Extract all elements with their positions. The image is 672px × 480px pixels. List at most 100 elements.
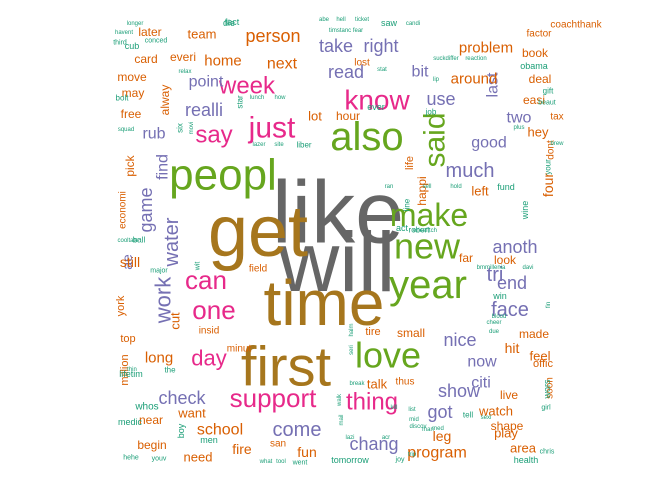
cloud-word: thin — [127, 367, 137, 373]
cloud-word: fin — [546, 302, 552, 308]
cloud-word: robert — [409, 226, 431, 235]
cloud-word: pick — [123, 154, 137, 176]
cloud-word: tax — [550, 112, 563, 123]
cloud-word: bolt — [116, 94, 130, 103]
cloud-word: your — [544, 159, 553, 175]
cloud-word: home — [204, 53, 242, 70]
cloud-word: med — [432, 426, 444, 432]
cloud-word: dont — [546, 140, 557, 160]
cloud-word: may — [122, 86, 145, 100]
cloud-word: gift — [543, 87, 554, 96]
cloud-word: leg — [433, 428, 452, 444]
cloud-word: abe — [319, 17, 330, 23]
cloud-word: begin — [137, 438, 166, 452]
cloud-word: got — [427, 402, 452, 422]
cloud-word: minut — [227, 344, 252, 355]
cloud-word: job — [425, 108, 437, 117]
cloud-word: can — [185, 265, 227, 295]
cloud-word: ball — [133, 236, 146, 245]
cloud-word: get — [208, 192, 308, 272]
cloud-word: hour — [336, 109, 360, 123]
cloud-word: last — [485, 72, 502, 97]
cloud-word: discov — [409, 424, 426, 430]
cloud-word: sexi — [481, 415, 492, 421]
cloud-word: feel — [530, 349, 551, 364]
cloud-word: talk — [367, 377, 388, 392]
cloud-word: live — [500, 388, 518, 402]
cloud-word: fun — [297, 444, 316, 460]
cloud-word: peopl — [169, 151, 277, 200]
cloud-word: candi — [406, 21, 420, 27]
cloud-word: point — [189, 74, 224, 91]
cloud-word: relax — [178, 69, 191, 75]
cloud-word: still — [120, 254, 140, 270]
cloud-word: movi — [189, 122, 195, 135]
cloud-word: ever — [367, 102, 385, 112]
cloud-word: liber — [296, 141, 311, 150]
cloud-word: mid — [409, 417, 419, 423]
cloud-word: economi — [118, 191, 129, 229]
cloud-word: lazer — [252, 142, 265, 148]
cloud-word: rub — [142, 126, 165, 143]
cloud-word: tomorrow — [331, 455, 369, 465]
cloud-word: bit — [412, 64, 429, 81]
cloud-word: book — [522, 46, 549, 60]
cloud-word: boy — [176, 423, 186, 438]
cloud-word: suckdiffer — [433, 56, 459, 62]
cloud-word: said — [419, 112, 452, 167]
cloud-word: tire — [365, 326, 380, 338]
cloud-word: week — [218, 73, 276, 100]
cloud-word: medic — [118, 417, 143, 427]
cloud-word: come — [273, 419, 322, 441]
cloud-word: man — [422, 427, 434, 433]
cloud-word: hold — [450, 184, 461, 190]
cloud-word: halm — [349, 323, 355, 336]
cloud-word: chang — [349, 434, 398, 454]
cloud-word: made — [519, 327, 549, 341]
cloud-word: watch — [478, 404, 513, 419]
cloud-word: deal — [529, 72, 552, 86]
cloud-word: ericafitch — [413, 228, 437, 234]
cloud-word: will — [278, 215, 396, 309]
cloud-word: fund — [497, 182, 515, 192]
cloud-word: major — [150, 268, 168, 275]
cloud-word: bmmillenia — [477, 265, 506, 271]
cloud-word: offic — [533, 358, 553, 370]
cloud-word: fact — [225, 17, 240, 27]
cloud-word: next — [267, 56, 298, 73]
cloud-word: joy — [395, 457, 405, 464]
cloud-word: find — [155, 154, 172, 180]
cloud-word: want — [177, 406, 206, 421]
cloud-word: how — [274, 95, 286, 101]
cloud-word: tool — [276, 459, 286, 465]
cloud-word: site — [274, 142, 284, 148]
cloud-word: chris — [540, 449, 555, 456]
cloud-word: use — [426, 89, 455, 109]
cloud-word: game — [136, 187, 156, 232]
cloud-word: end — [497, 273, 527, 293]
cloud-word: what — [259, 459, 273, 465]
cloud-word: anoth — [492, 237, 537, 257]
cloud-word: new — [394, 226, 461, 267]
cloud-word: work — [151, 276, 176, 324]
cloud-word: show — [438, 381, 481, 401]
cloud-word: tell — [463, 411, 473, 420]
cloud-word: right — [363, 36, 398, 56]
cloud-word: whos — [134, 402, 158, 413]
cloud-word: everi — [170, 50, 196, 64]
cloud-word: love — [355, 335, 421, 376]
cloud-word: need — [184, 450, 213, 465]
cloud-word: soon — [545, 377, 556, 399]
cloud-word: star — [236, 95, 245, 109]
cloud-word: nice — [443, 330, 476, 350]
cloud-word: near — [139, 413, 163, 427]
cloud-word: two — [507, 110, 532, 127]
cloud-word: wine — [520, 201, 530, 221]
cloud-word: san — [270, 439, 286, 450]
cloud-word: citi — [471, 375, 491, 392]
cloud-word: cut — [168, 312, 183, 330]
cloud-word: top — [120, 333, 135, 345]
cloud-word: ticket — [355, 17, 369, 23]
